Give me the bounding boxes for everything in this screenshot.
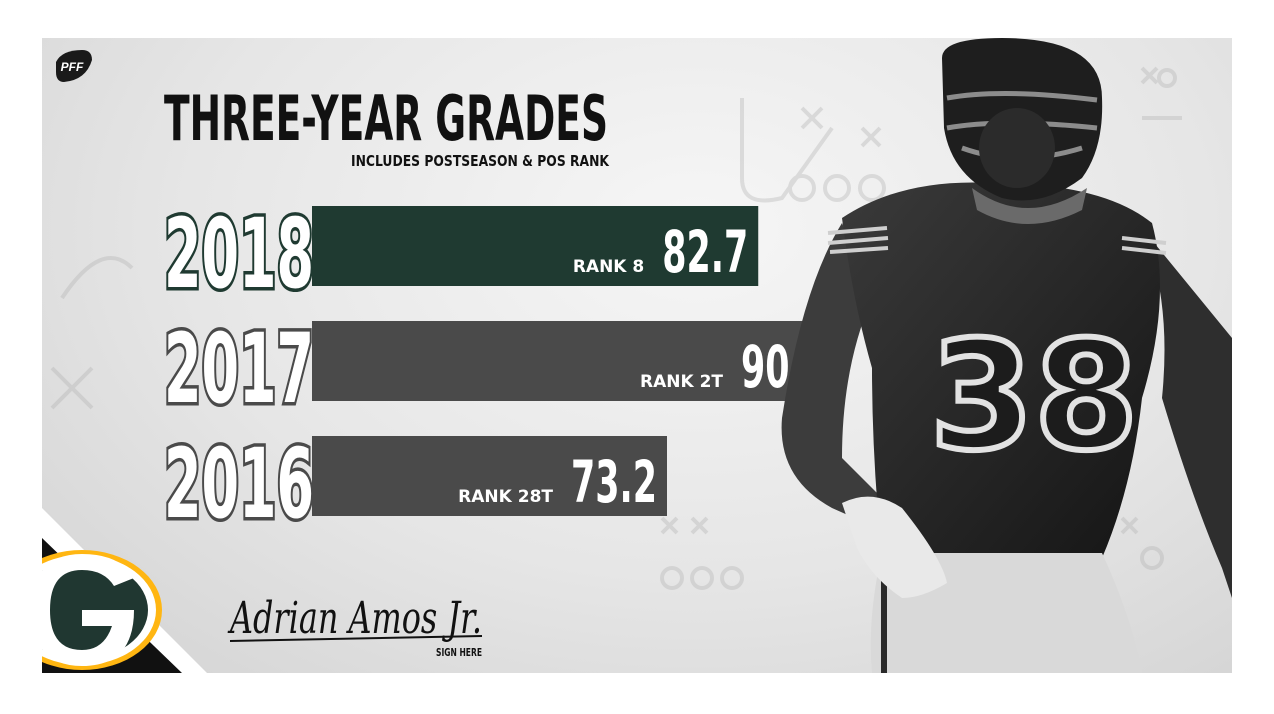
pff-logo: PFF (56, 50, 92, 82)
year-label-2016: 2016 (164, 428, 314, 540)
page-subtitle: INCLUDES POSTSEASON & POS RANK (351, 152, 610, 170)
grade-bar-2016 (312, 436, 667, 516)
graphic-svg: PFF THREE-YEAR GRADES INCLUDES POSTSEASO… (42, 38, 1232, 673)
grade-bar-2017 (312, 321, 837, 401)
jersey-number: 38 (930, 310, 1139, 484)
player-signature: Adrian Amos Jr. (227, 593, 482, 644)
pff-logo-text: PFF (61, 60, 84, 74)
grade-value-2018: 82.7 (662, 218, 748, 286)
play-diagram-sketch (50, 66, 1182, 590)
rank-label-2018: RANK 8 (573, 257, 644, 277)
sign-here-label: SIGN HERE (436, 646, 482, 659)
page-title: THREE-YEAR GRADES (164, 82, 608, 155)
year-label-2017: 2017 (164, 313, 314, 425)
rank-label-2017: RANK 2T (640, 372, 723, 392)
rank-label-2016: RANK 28T (458, 487, 553, 507)
grade-value-2016: 73.2 (571, 448, 657, 516)
signature-block: Adrian Amos Jr. SIGN HERE (227, 593, 483, 659)
grade-bar-2018 (312, 206, 759, 286)
graphic-canvas: PFF THREE-YEAR GRADES INCLUDES POSTSEASO… (42, 38, 1232, 673)
team-logo (42, 508, 207, 673)
player-photo: 38 (781, 38, 1232, 673)
year-label-2018: 2018 (164, 198, 314, 310)
